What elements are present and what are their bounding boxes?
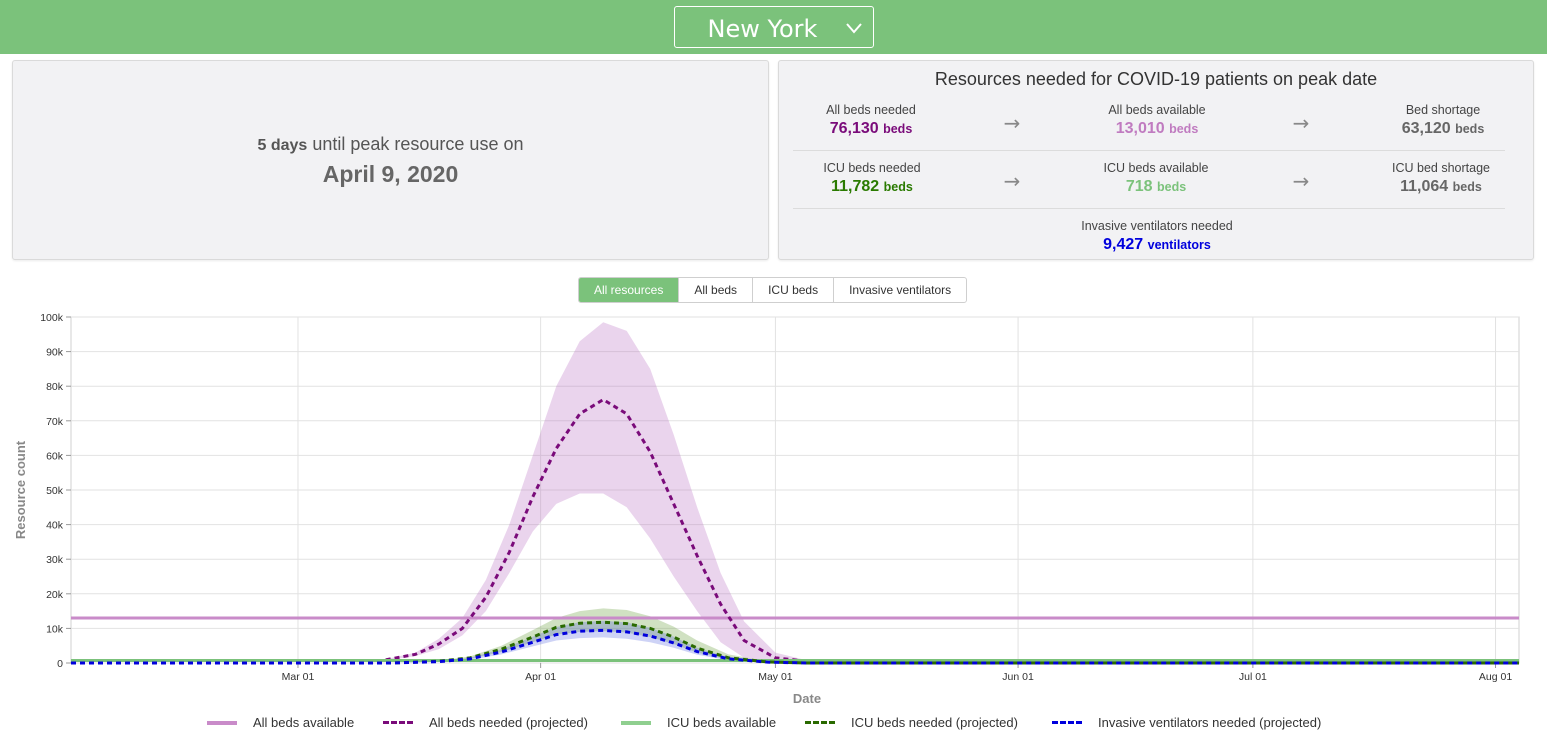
x-tick-label: May 01	[758, 671, 793, 683]
resources-title: Resources needed for COVID-19 patients o…	[934, 69, 1378, 89]
legend-label: Invasive ventilators needed (projected)	[1098, 715, 1322, 730]
state-select-value: New York	[707, 15, 818, 43]
x-tick-label: Apr 01	[525, 671, 556, 683]
bed-shortage: Bed shortage 63,120 beds	[1343, 103, 1543, 138]
icu-beds-needed-unit: beds	[883, 180, 913, 194]
icu-beds-needed-label: ICU beds needed	[823, 161, 921, 175]
peak-date: April 9, 2020	[322, 161, 459, 187]
icu-bed-shortage-label: ICU bed shortage	[1392, 161, 1490, 175]
legend-swatch	[207, 720, 237, 725]
legend-item-icu-beds-available[interactable]: ICU beds available	[621, 715, 776, 730]
tab-icu-beds[interactable]: ICU beds	[752, 278, 833, 302]
legend-label: All beds available	[253, 715, 355, 730]
tab-invasive-ventilators[interactable]: Invasive ventilators	[833, 278, 966, 302]
days-text: until peak resource use on	[312, 134, 524, 154]
y-tick-label: 90k	[46, 347, 64, 359]
legend-swatch	[805, 721, 835, 724]
legend-label: All beds needed (projected)	[429, 715, 588, 730]
ventilators-unit: ventilators	[1147, 238, 1211, 252]
state-select[interactable]: New York	[674, 6, 874, 48]
y-tick-label: 60k	[46, 450, 64, 462]
icu-beds-needed-value: 11,782	[831, 178, 880, 195]
all-beds-available: All beds available 13,010 beds	[1057, 103, 1257, 138]
legend-swatch	[383, 721, 413, 724]
icu-beds-needed: ICU beds needed 11,782 beds	[772, 161, 972, 196]
all-beds-needed-label: All beds needed	[826, 103, 916, 117]
bed-shortage-unit: beds	[1455, 122, 1485, 136]
y-tick-label: 70k	[46, 416, 64, 428]
legend-label: ICU beds needed (projected)	[851, 715, 1018, 730]
icu-beds-available-value: 718	[1125, 178, 1153, 195]
y-tick-label: 20k	[46, 589, 64, 601]
x-tick-label: Jun 01	[1002, 671, 1034, 683]
y-tick-label: 10k	[46, 623, 64, 635]
arrow-right-icon: →	[1292, 111, 1310, 135]
tab-all-resources[interactable]: All resources	[579, 278, 679, 302]
all-beds-available-value: 13,010	[1115, 120, 1165, 137]
x-axis-title: Date	[793, 691, 821, 706]
legend-item-invasive-ventilators[interactable]: Invasive ventilators needed (projected)	[1052, 715, 1321, 730]
icu-bed-shortage-value: 11,064	[1400, 178, 1449, 195]
bed-shortage-value: 63,120	[1401, 120, 1451, 137]
arrow-right-icon: →	[1292, 169, 1310, 193]
y-tick-label: 50k	[46, 485, 64, 497]
x-tick-label: Jul 01	[1239, 671, 1267, 683]
all-beds-needed-value: 76,130	[829, 120, 879, 137]
legend-item-all-beds-available[interactable]: All beds available	[207, 715, 354, 730]
y-tick-label: 30k	[46, 554, 64, 566]
ventilators-label: Invasive ventilators needed	[1081, 219, 1233, 233]
chevron-down-icon	[846, 23, 862, 34]
x-tick-label: Mar 01	[282, 671, 315, 683]
chart-legend: All beds available All beds needed (proj…	[0, 715, 1547, 733]
peak-date-card: 5 days until peak resource use on April …	[12, 60, 769, 260]
tab-all-beds[interactable]: All beds	[678, 278, 752, 302]
y-tick-label: 40k	[46, 520, 64, 532]
divider	[793, 150, 1505, 151]
arrow-right-icon: →	[1003, 111, 1021, 135]
resource-tabs: All resources All beds ICU beds Invasive…	[578, 277, 968, 303]
y-tick-label: 80k	[46, 381, 64, 393]
divider	[793, 208, 1505, 209]
legend-item-all-beds-needed[interactable]: All beds needed (projected)	[383, 715, 588, 730]
y-tick-label: 100k	[40, 312, 64, 324]
x-tick-label: Aug 01	[1479, 671, 1512, 683]
top-bar: New York	[0, 0, 1547, 54]
resource-chart: 0 10k 20k 30k 40k 50k 60k 70k 80k 90k 100k Mar 01 Ap…	[13, 312, 1520, 706]
icu-beds-available: ICU beds available 718 beds	[1056, 161, 1256, 196]
days-until-peak: 5 days until peak resource use on	[13, 134, 768, 155]
arrow-right-icon: →	[1003, 169, 1021, 193]
legend-swatch	[1052, 721, 1082, 724]
days-count: 5 days	[257, 137, 308, 154]
all-beds-available-unit: beds	[1169, 122, 1199, 136]
icu-bed-shortage-unit: beds	[1452, 180, 1482, 194]
icu-beds-available-unit: beds	[1156, 180, 1187, 194]
y-tick-label: 0	[57, 658, 63, 670]
icu-bed-shortage: ICU bed shortage 11,064 beds	[1341, 161, 1541, 196]
icu-beds-available-label: ICU beds available	[1103, 161, 1209, 175]
ventilators-value: 9,427	[1103, 236, 1144, 253]
all-beds-needed: All beds needed 76,130 beds	[771, 103, 971, 138]
legend-label: ICU beds available	[667, 715, 777, 730]
all-beds-needed-line	[71, 397, 1519, 665]
ventilators-needed-line	[71, 628, 1519, 665]
legend-item-icu-beds-needed[interactable]: ICU beds needed (projected)	[805, 715, 1018, 730]
resources-card: Resources needed for COVID-19 patients o…	[778, 60, 1534, 260]
legend-swatch	[621, 720, 651, 725]
all-beds-available-label: All beds available	[1108, 103, 1206, 117]
ventilators-needed: Invasive ventilators needed 9,427 ventil…	[1057, 219, 1257, 254]
y-axis-title: Resource count	[13, 440, 28, 539]
all-beds-needed-unit: beds	[883, 122, 913, 136]
bed-shortage-label: Bed shortage	[1405, 103, 1481, 117]
